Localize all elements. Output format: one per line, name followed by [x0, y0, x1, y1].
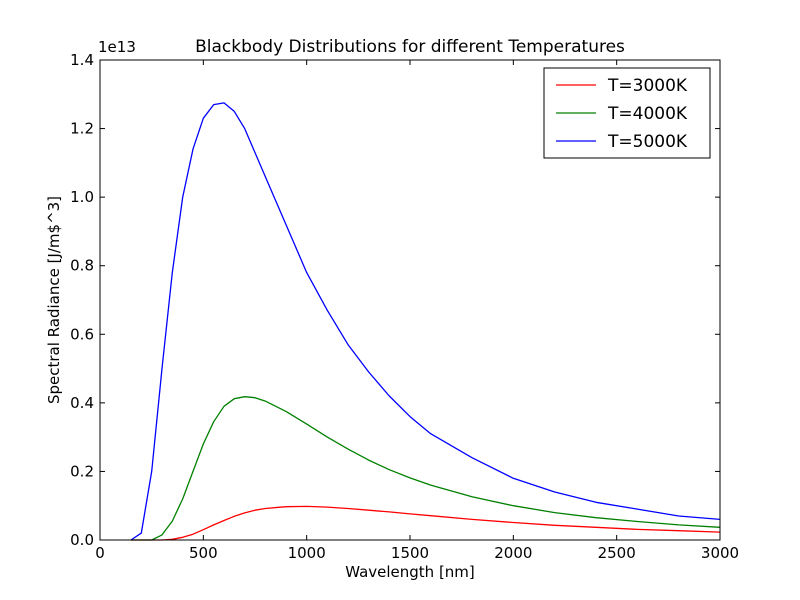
y-tick-label: 0.8: [70, 257, 94, 275]
series-line-1: [131, 505, 721, 541]
x-tick-label: 1000: [288, 544, 326, 562]
x-tick-label: 1500: [391, 544, 429, 562]
x-axis-label: Wavelength [nm]: [345, 563, 475, 581]
y-tick-label: 0.0: [70, 531, 94, 549]
y-tick-label: 0.4: [70, 394, 94, 412]
y-tick-label: 1.0: [70, 188, 94, 206]
x-axis: 0 500 1000 1500 2000 2500 3000: [95, 60, 739, 562]
x-tick-label: 2500: [598, 544, 636, 562]
y-axis-label: Spectral Radiance [J/m$^3]: [45, 196, 63, 404]
x-tick-label: 0: [95, 544, 105, 562]
series-layer: [130, 102, 721, 541]
legend-label-3: T=5000K: [607, 132, 688, 152]
y-offset-label: 1e13: [98, 38, 136, 56]
y-tick-label: 0.6: [70, 325, 94, 343]
series-line-3: [130, 102, 721, 541]
legend-label-2: T=4000K: [607, 104, 688, 124]
x-tick-label: 2000: [494, 544, 532, 562]
legend-label-1: T=3000K: [607, 76, 688, 96]
y-tick-label: 1.4: [70, 51, 94, 69]
y-axis: 0.0 0.2 0.4 0.6 0.8 1.0 1.2 1.4: [70, 51, 720, 549]
chart-title: Blackbody Distributions for different Te…: [195, 37, 625, 57]
series-line-2: [131, 396, 721, 541]
y-tick-label: 0.2: [70, 462, 94, 480]
x-tick-label: 3000: [701, 544, 739, 562]
x-tick-label: 500: [189, 544, 218, 562]
legend: T=3000K T=4000K T=5000K: [543, 67, 711, 159]
y-tick-label: 1.2: [70, 120, 94, 138]
